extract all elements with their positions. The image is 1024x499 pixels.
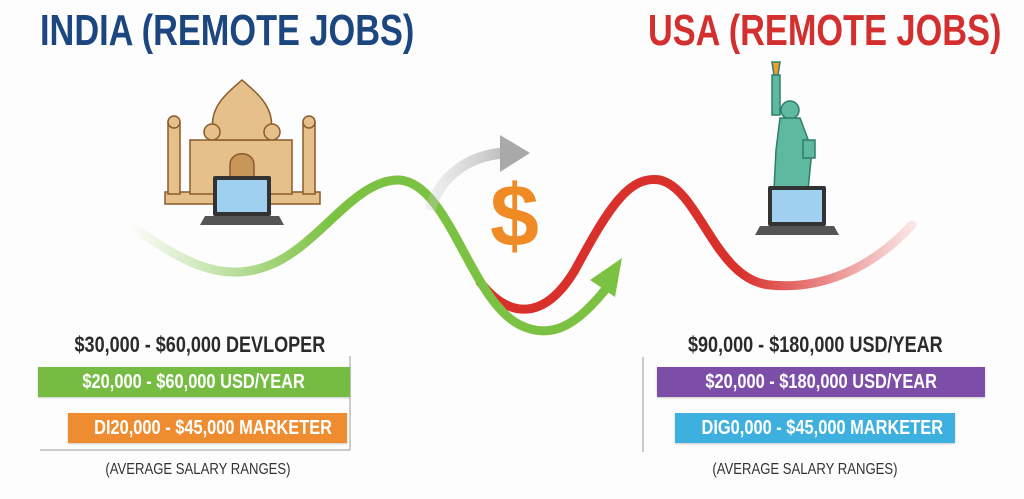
usa-caption: (AVERAGE SALARY RANGES) [712, 461, 898, 478]
laptop-icon [200, 176, 284, 225]
dollar-icon: $ [490, 166, 539, 265]
gray-arrow [424, 147, 506, 212]
india-salary-curve [125, 175, 610, 336]
statue-of-liberty-icon [771, 61, 816, 191]
usa-bar-marketer: DIG0,000 - $45,000 MARKETER [675, 413, 955, 443]
usa-headline: $90,000 - $180,000 USD/YEAR [687, 332, 943, 357]
india-title: INDIA (REMOTE JOBS) [40, 6, 415, 55]
india-caption: (AVERAGE SALARY RANGES) [105, 461, 291, 478]
gray-arrow-head [500, 135, 530, 172]
india-headline: $30,000 - $60,000 DEVLOPER [74, 332, 326, 357]
india-bar-usd: $20,000 - $60,000 USD/YEAR [38, 367, 350, 397]
usa-salary-curve [475, 174, 917, 314]
green-arrow-head [590, 258, 622, 297]
laptop-icon [755, 186, 839, 235]
india-bar-marketer: DI20,000 - $45,000 MARKETER [68, 413, 347, 443]
usa-bar-usd: $20,000 - $180,000 USD/YEAR [657, 367, 985, 397]
usa-title: USA (REMOTE JOBS) [648, 6, 1002, 55]
india-box-border [40, 356, 351, 451]
